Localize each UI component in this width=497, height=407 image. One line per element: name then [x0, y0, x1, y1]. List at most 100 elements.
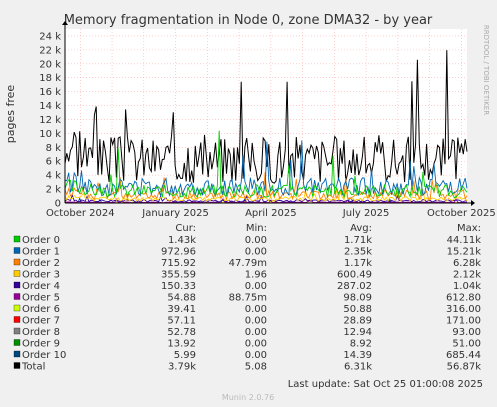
legend-value: 93.00	[452, 327, 481, 338]
legend-value: 0.00	[245, 247, 267, 258]
legend-label: Order 7	[22, 316, 60, 327]
legend-value: 1.96	[245, 270, 267, 281]
y-tick-label: 24 k	[39, 31, 61, 42]
legend-value: 0.00	[245, 350, 267, 361]
legend-label: Order 4	[22, 281, 60, 292]
y-tick-label: 12 k	[39, 115, 61, 126]
legend-value: 51.00	[452, 339, 481, 350]
legend-value: 0.00	[245, 316, 267, 327]
y-tick-label: 10 k	[39, 129, 61, 140]
y-tick-label: 6 k	[46, 157, 62, 168]
legend-swatch	[13, 362, 21, 369]
legend-label: Order 1	[22, 247, 60, 258]
legend-swatch	[13, 281, 21, 289]
legend-value: 612.80	[446, 293, 481, 304]
legend-value: 2.12k	[453, 270, 481, 281]
legend-label: Total	[21, 362, 45, 373]
series-line-order-4	[64, 193, 468, 203]
series-line-order-3	[64, 188, 468, 202]
legend-value: 5.08	[245, 362, 267, 373]
legend-value: 28.89	[343, 316, 372, 327]
legend-value: 8.92	[350, 339, 372, 350]
y-tick-label: 22 k	[39, 45, 61, 56]
series-line-order-0	[64, 130, 468, 199]
legend-header: Avg:	[350, 223, 372, 234]
legend-label: Order 0	[22, 235, 60, 246]
y-tick-label: 2 k	[46, 185, 62, 196]
legend-value: 171.00	[446, 316, 481, 327]
y-tick-label: 16 k	[39, 87, 61, 98]
legend-swatch	[13, 316, 21, 323]
legend-swatch	[13, 350, 21, 358]
legend-value: 685.44	[446, 350, 481, 361]
legend-value: 1.04k	[453, 281, 481, 292]
legend-value: 14.39	[343, 350, 372, 361]
x-tick-label: October 2024	[46, 208, 115, 219]
chart-title: Memory fragmentation in Node 0, zone DMA…	[64, 13, 433, 28]
legend-value: 50.88	[343, 304, 372, 315]
legend-value: 0.00	[245, 281, 267, 292]
legend-swatch	[13, 247, 21, 254]
legend-value: 1.43k	[168, 235, 196, 246]
legend-value: 150.33	[161, 281, 196, 292]
legend-value: 600.49	[337, 270, 372, 281]
legend-label: Order 6	[22, 304, 60, 315]
legend-value: 98.09	[343, 293, 372, 304]
y-tick-label: 0	[55, 199, 61, 210]
legend-value: 715.92	[161, 258, 196, 269]
legend-label: Order 8	[22, 327, 60, 338]
series-line-total	[64, 50, 468, 184]
legend-label: Order 9	[22, 339, 60, 350]
legend-value: 0.00	[245, 327, 267, 338]
munin-version: Munin 2.0.76	[222, 393, 274, 402]
legend-label: Order 10	[22, 350, 66, 361]
legend-value: 3.79k	[168, 362, 196, 373]
legend-header: Max:	[457, 223, 481, 234]
legend-swatch	[13, 327, 21, 335]
legend-value: 12.94	[343, 327, 372, 338]
legend-value: 13.92	[167, 339, 196, 350]
legend-value: 39.41	[167, 304, 196, 315]
legend-value: 1.71k	[344, 235, 372, 246]
legend-value: 287.02	[337, 281, 372, 292]
legend-value: 1.17k	[344, 258, 372, 269]
legend-swatch	[13, 270, 21, 277]
legend-value: 6.31k	[344, 362, 372, 373]
y-tick-label: 8 k	[46, 143, 62, 154]
x-tick-label: April 2025	[245, 208, 296, 219]
legend-value: 47.79m	[229, 258, 267, 269]
y-tick-label: 18 k	[39, 73, 61, 84]
y-axis-arrow	[62, 21, 68, 25]
y-tick-label: 4 k	[46, 171, 62, 182]
y-tick-label: 20 k	[39, 59, 61, 70]
x-tick-label: July 2025	[342, 208, 390, 219]
last-update: Last update: Sat Oct 25 01:00:08 2025	[288, 379, 483, 390]
legend-swatch	[13, 258, 21, 266]
legend-value: 6.28k	[453, 258, 481, 269]
legend-value: 355.59	[161, 270, 196, 281]
legend-value: 5.99	[174, 350, 196, 361]
y-axis-label: pages free	[4, 85, 17, 144]
legend-value: 56.87k	[447, 362, 482, 373]
legend-label: Order 3	[22, 270, 60, 281]
legend-label: Order 2	[22, 258, 60, 269]
legend-header: Cur:	[175, 223, 196, 234]
legend-value: 52.78	[167, 327, 196, 338]
legend-header: Min:	[246, 223, 267, 234]
legend-swatch	[13, 339, 21, 346]
x-tick-label: October 2025	[427, 208, 496, 219]
rrdtool-credit: RRDTOOL / TOBI OETIKER	[482, 25, 490, 115]
legend-value: 972.96	[161, 247, 196, 258]
legend-label: Order 5	[22, 293, 60, 304]
legend-value: 2.35k	[344, 247, 372, 258]
legend-value: 54.88	[167, 293, 196, 304]
series-line-order-2	[64, 172, 468, 201]
legend-value: 15.21k	[447, 247, 482, 258]
x-axis-arrow	[471, 200, 475, 206]
series-line-order-1	[64, 140, 468, 198]
legend-swatch	[13, 293, 21, 300]
legend-value: 316.00	[446, 304, 481, 315]
legend: Cur: Min: Avg: Max: Order 0 1.43k 0.00 1.71k 44.…	[13, 223, 482, 373]
legend-value: 0.00	[245, 304, 267, 315]
